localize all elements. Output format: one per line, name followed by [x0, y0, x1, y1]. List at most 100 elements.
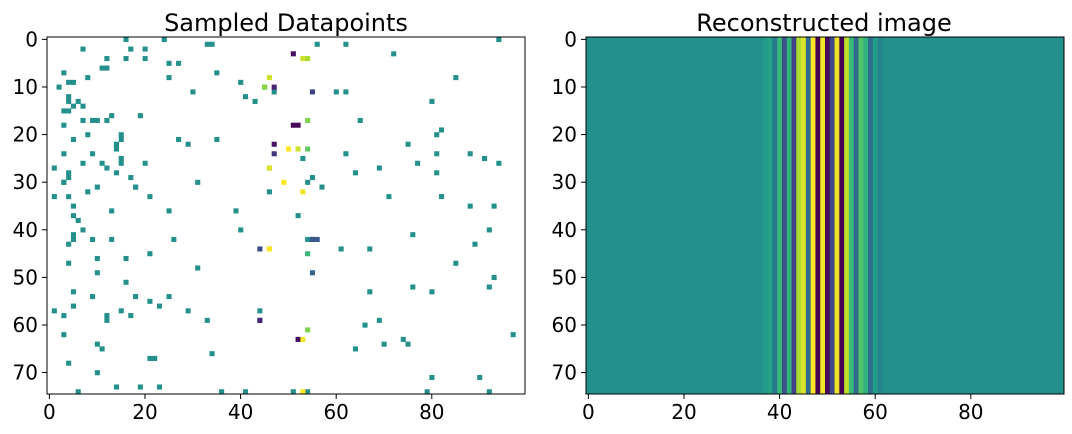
sampled-point: [133, 294, 139, 300]
image-column: [877, 37, 883, 394]
sampled-point: [300, 156, 306, 162]
sampled-point: [61, 70, 67, 76]
image-column: [930, 37, 936, 394]
image-column: [743, 37, 749, 394]
image-column: [820, 37, 826, 394]
x-tick-label: 60: [862, 400, 887, 424]
sampled-point: [80, 103, 86, 109]
x-tick-label: 0: [43, 400, 56, 424]
image-column: [1025, 37, 1031, 394]
sampled-point: [66, 194, 72, 200]
y-tick-label: 10: [552, 75, 577, 99]
sampled-point: [75, 98, 81, 104]
image-column: [968, 37, 974, 394]
sampled-point: [70, 303, 76, 309]
sampled-point: [66, 94, 72, 100]
image-column: [681, 37, 687, 394]
image-column: [829, 37, 835, 394]
y-tick-label: 30: [13, 170, 38, 194]
sampled-point: [262, 84, 268, 90]
sampled-point: [343, 89, 349, 95]
sampled-point: [70, 232, 76, 238]
sampled-point: [271, 151, 277, 157]
sampled-point: [491, 275, 497, 281]
x-tick-label: 20: [671, 400, 696, 424]
sampled-point: [80, 46, 86, 52]
sampled-point: [238, 79, 244, 85]
sampled-point: [486, 284, 492, 290]
image-column: [973, 37, 979, 394]
sampled-point: [56, 84, 62, 90]
image-column: [915, 37, 921, 394]
image-column: [672, 37, 678, 394]
image-column: [691, 37, 697, 394]
sampled-point: [171, 236, 177, 242]
sampled-point: [352, 346, 358, 352]
sampled-point: [118, 132, 124, 138]
sampled-point: [123, 56, 129, 62]
sampled-point: [434, 132, 440, 138]
sampled-point: [357, 117, 363, 123]
sampled-point: [242, 94, 249, 100]
image-column: [710, 37, 716, 394]
image-column: [652, 37, 659, 394]
sampled-point: [257, 308, 263, 314]
image-column: [1011, 37, 1017, 394]
sampled-point: [290, 389, 296, 395]
image-column: [786, 37, 792, 394]
image-column: [949, 37, 955, 394]
sampled-point: [424, 389, 430, 395]
image-column: [934, 37, 941, 394]
sampled-point: [133, 184, 139, 190]
sampled-point: [109, 208, 115, 214]
sampled-point: [61, 313, 67, 319]
image-column: [586, 37, 592, 394]
sampled-point: [51, 165, 57, 171]
image-column: [868, 37, 874, 394]
sampled-point: [61, 122, 67, 128]
sampled-point: [204, 317, 210, 323]
image-column: [891, 37, 898, 394]
sampled-point: [90, 294, 96, 300]
image-column: [667, 37, 673, 394]
sampled-point: [338, 246, 344, 252]
sampled-point: [109, 236, 115, 242]
sampled-point: [286, 146, 292, 152]
sampled-point: [70, 236, 76, 242]
image-column: [1001, 37, 1008, 394]
sampled-point: [376, 165, 382, 171]
sampled-point: [99, 160, 105, 166]
sampled-point: [118, 308, 124, 314]
image-column: [992, 37, 998, 394]
sampled-point: [300, 56, 306, 62]
sampled-point: [386, 194, 392, 200]
sampled-point: [70, 203, 76, 209]
sampled-point: [305, 117, 311, 123]
sampled-point: [266, 189, 272, 195]
image-column: [758, 37, 764, 394]
sampled-point: [472, 241, 478, 247]
image-column: [872, 37, 878, 394]
sampled-point: [80, 160, 86, 166]
sampled-point: [376, 317, 382, 323]
sampled-point: [410, 284, 416, 290]
sampled-point: [343, 151, 349, 157]
image-column: [954, 37, 960, 394]
image-column: [633, 37, 639, 394]
sampled-point: [147, 251, 153, 257]
sampled-point: [305, 327, 311, 333]
image-column: [920, 37, 926, 394]
sampled-point: [295, 146, 301, 152]
image-column: [863, 37, 869, 394]
sampled-datapoints-plot-area: [51, 37, 516, 395]
sampled-point: [405, 341, 411, 347]
image-column: [738, 37, 745, 394]
sampled-point: [166, 208, 172, 214]
sampled-point: [219, 389, 225, 395]
sampled-point: [118, 156, 124, 162]
sampled-point: [300, 189, 306, 195]
image-column: [657, 37, 663, 394]
image-column: [734, 37, 740, 394]
image-column: [762, 37, 769, 394]
sampled-point: [309, 236, 315, 242]
